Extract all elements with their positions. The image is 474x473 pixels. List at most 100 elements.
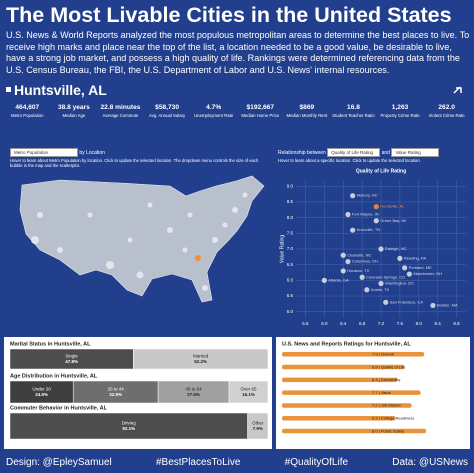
point-label: Hickory, NC [357, 193, 378, 198]
city-name: Huntsville, AL [14, 82, 107, 98]
scatter-controls: Relationship between Quality of Life Rat… [278, 148, 440, 157]
scatter-point[interactable] [378, 246, 384, 252]
segment-name: 45 to 64 [185, 387, 202, 392]
control-label: by Location [79, 150, 105, 156]
point-label: Fort Wayne, IN [352, 212, 379, 217]
control-label: Relationship between [278, 150, 326, 156]
kpi-label: Violent Crime Rate [428, 113, 465, 118]
chart-title: Age Distribution in Huntsville, AL [10, 373, 98, 379]
point-label: San Francisco, CA [390, 299, 424, 304]
dropdown[interactable]: Quality of Life Rating [327, 148, 381, 157]
dropdown[interactable]: Metro Population [10, 148, 78, 157]
y-tick-label: 5.0 [287, 309, 294, 314]
chart-title: Commuter Behavior in Huntsville, AL [10, 405, 108, 411]
point-label: Portland, ME [409, 265, 432, 270]
rating-bar [282, 390, 421, 395]
us-map[interactable] [19, 175, 265, 303]
scatter-point[interactable] [373, 204, 379, 210]
rating-label: 7.9 | Overall [372, 351, 394, 356]
kpi-value: 38.8 years [57, 104, 90, 111]
x-tick-label: 6.8 [359, 321, 366, 326]
scatter-point[interactable] [350, 193, 356, 199]
kpi-label: Metro Population [11, 113, 44, 118]
rating-bar [282, 364, 405, 370]
kpi-value: 22.8 minutes [100, 104, 141, 111]
point-label: Atlanta, GA [328, 277, 349, 282]
kpi-card: 262.0 Violent Crime Rate [423, 104, 470, 118]
kpi-label: Avg. Annual Salary [148, 113, 186, 118]
description: U.S. News & World Reports analyzed the m… [6, 30, 470, 75]
rating-label: 8.0 | Public Safety [372, 428, 404, 433]
scatter-note: Hover to learn about a specific location… [278, 158, 421, 163]
y-tick-label: 9.0 [287, 183, 294, 188]
bar-segment [9, 412, 248, 440]
kpi-value: 464,607 [15, 104, 40, 111]
x-tick-label: 5.6 [302, 321, 309, 326]
dropdown[interactable]: Value Rating [391, 148, 440, 157]
x-tick-label: 6.4 [340, 321, 347, 326]
point-label: Boston, MA [437, 303, 458, 308]
kpi-value: 1,263 [391, 104, 409, 111]
kpi-card: $192,667 Median Home Price [237, 104, 284, 118]
control-label: and [381, 150, 390, 156]
map-note: Hover to learn about Metro Population by… [10, 158, 259, 168]
rating-label: 6.3 | College Readiness [372, 415, 414, 420]
rating-bar [282, 377, 398, 383]
kpi-card: 4.7% Unemployment Rate [190, 104, 237, 118]
chart-title: Quality of Life Rating [356, 168, 406, 174]
scatter-point[interactable] [350, 227, 356, 233]
selected-city-bubble[interactable] [195, 255, 201, 261]
rating-bar [282, 428, 426, 434]
segment-name: Single [65, 354, 78, 359]
point-label: Huntsville, AL [380, 204, 405, 209]
footer-tag: #QualityOfLife [284, 457, 349, 468]
rating-bar [282, 352, 425, 357]
y-tick-label: 6.5 [287, 262, 294, 267]
segment-name: Other [252, 421, 264, 426]
scatter-point[interactable] [340, 252, 346, 258]
kpi-value: 4.7% [206, 104, 222, 111]
segment-value: 47.8% [65, 359, 78, 364]
x-tick-label: 6.0 [321, 321, 328, 326]
footer-credit: Design: @EpleySamuel [6, 457, 112, 468]
bar-segment [133, 348, 269, 370]
rating-bar [282, 416, 396, 421]
rating-label: 7.2 | Job Market [372, 403, 401, 408]
scatter-point[interactable] [373, 218, 379, 224]
kpi-card: 16.8 Student Teacher Ratio [330, 104, 377, 118]
scatter-point[interactable] [359, 274, 365, 280]
scatter-point[interactable] [430, 302, 436, 309]
share-link-icon[interactable] [452, 85, 464, 97]
scatter-point[interactable] [345, 211, 351, 218]
point-label: Houston, TX [347, 268, 369, 273]
y-tick-label: 7.0 [287, 246, 294, 251]
segment-name: 20 to 44 [108, 387, 125, 392]
scatter-point[interactable] [340, 268, 346, 274]
scatter-point[interactable] [345, 258, 351, 265]
kpi-value: $869 [299, 104, 315, 111]
point-label: Charlotte, NC [347, 252, 371, 257]
y-axis-label: Value Rating [279, 235, 285, 263]
scatter-point[interactable] [364, 287, 370, 293]
x-tick-label: 8.4 [435, 321, 442, 326]
map-bubbles[interactable] [31, 192, 248, 292]
rating-bar [282, 403, 412, 408]
scatter-point[interactable] [402, 265, 408, 271]
scatter-point[interactable] [321, 277, 327, 283]
scatter-point[interactable] [397, 255, 403, 262]
segment-name: Driving [122, 421, 137, 426]
footer: Design: @EpleySamuel #BestPlacesToLive #… [0, 452, 474, 473]
scatter-point[interactable] [406, 271, 412, 277]
kpi-card: $58,730 Avg. Annual Salary [144, 104, 191, 118]
x-tick-label: 8.8 [453, 321, 460, 326]
segment-name: Married [193, 354, 209, 359]
point-label: Columbus, OH [352, 259, 378, 264]
point-label: Green Bay, WI [380, 218, 406, 223]
scatter-point[interactable] [383, 299, 389, 305]
segment-name: Over 65 [241, 387, 258, 392]
scatter-point[interactable] [378, 280, 384, 287]
x-tick-label: 7.2 [378, 321, 385, 326]
bar-segment [247, 412, 269, 440]
map-controls: Metro Population by Location [10, 148, 105, 157]
kpi-card: 38.8 years Median Age [51, 104, 98, 118]
